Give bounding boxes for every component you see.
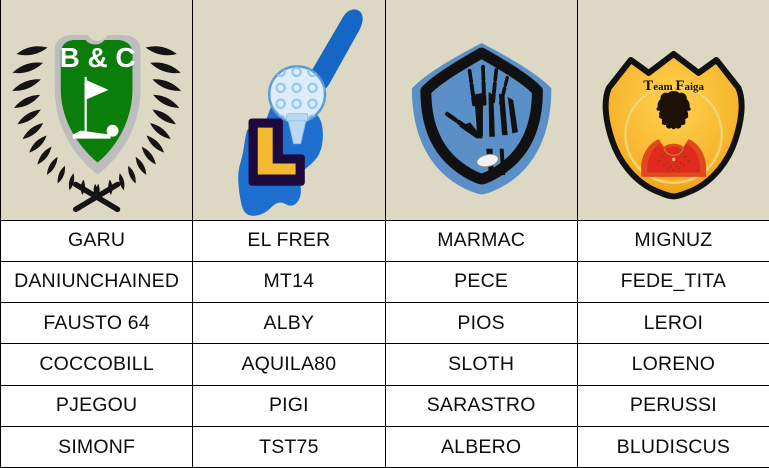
svg-text:B & C: B & C (60, 42, 136, 73)
